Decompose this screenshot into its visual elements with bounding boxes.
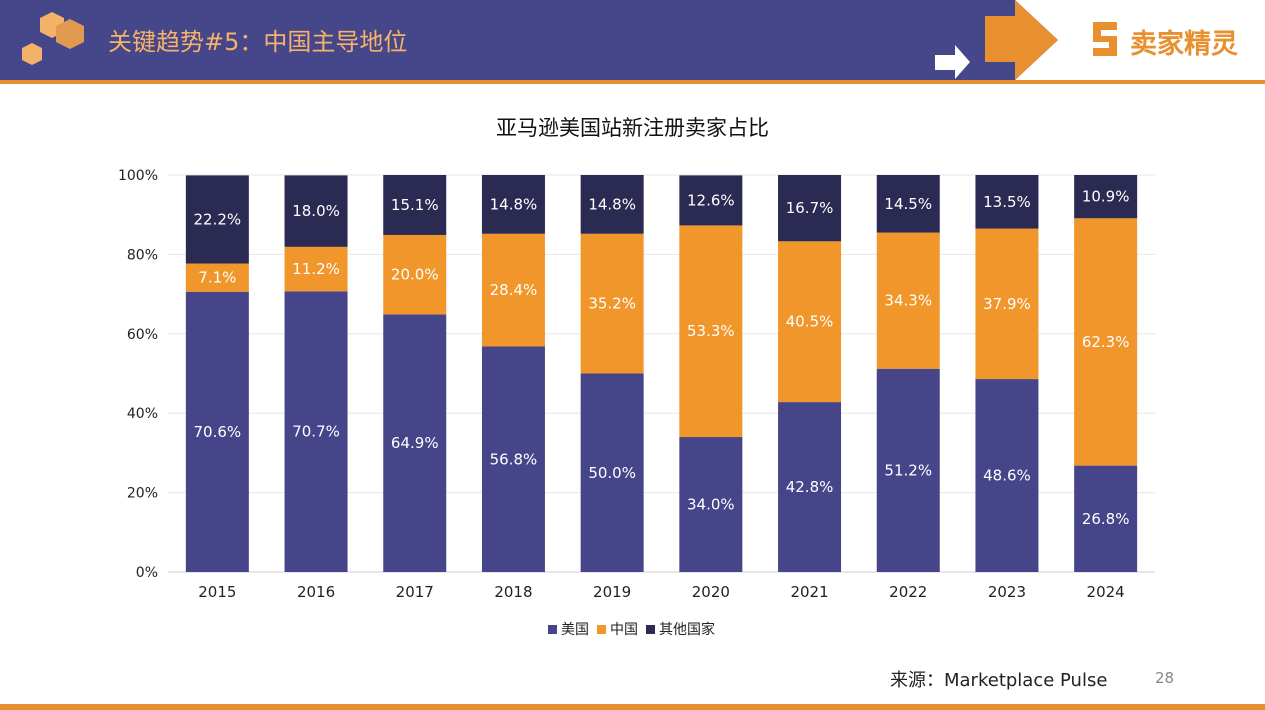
data-label: 18.0%: [292, 202, 340, 220]
bar-segment-美国: [876, 368, 940, 572]
x-tick-label: 2020: [692, 583, 730, 601]
bar-segment-美国: [1074, 465, 1138, 572]
data-label: 50.0%: [588, 464, 636, 482]
data-label: 12.6%: [687, 191, 735, 209]
y-tick-label: 80%: [127, 247, 158, 263]
bar-segment-其他国家: [876, 175, 940, 233]
legend-item-china: 中国: [597, 619, 638, 639]
data-label: 34.0%: [687, 496, 735, 514]
header-white-panel: [1015, 0, 1265, 80]
bar-segment-中国: [383, 234, 447, 315]
data-label: 20.0%: [391, 266, 439, 284]
x-tick-label: 2023: [988, 583, 1026, 601]
bar-segment-中国: [679, 225, 743, 438]
bar-segment-美国: [481, 346, 545, 572]
bar-segment-中国: [284, 246, 348, 292]
header-divider: [0, 80, 1265, 84]
x-tick-label: 2019: [593, 583, 631, 601]
data-label: 34.3%: [884, 292, 932, 310]
bar-segment-其他国家: [679, 175, 743, 226]
data-label: 14.8%: [588, 195, 636, 213]
y-tick-label: 60%: [127, 327, 158, 343]
bar-segment-其他国家: [1074, 175, 1138, 219]
y-tick-label: 20%: [127, 486, 158, 502]
data-label: 62.3%: [1082, 333, 1130, 351]
data-label: 26.8%: [1082, 510, 1130, 528]
data-label: 15.1%: [391, 196, 439, 214]
data-label: 7.1%: [198, 269, 236, 287]
logo-icon: [1093, 22, 1117, 56]
bar-segment-其他国家: [580, 175, 644, 234]
source-note: 来源：Marketplace Pulse: [890, 670, 1108, 691]
data-label: 22.2%: [194, 210, 242, 228]
bar-segment-美国: [383, 314, 447, 572]
y-tick-label: 100%: [118, 168, 158, 184]
y-tick-label: 0%: [136, 565, 158, 581]
data-label: 70.6%: [194, 423, 242, 441]
bar-segment-中国: [876, 232, 940, 369]
data-label: 14.5%: [884, 195, 932, 213]
data-label: 70.7%: [292, 423, 340, 441]
x-tick-label: 2017: [396, 583, 434, 601]
bar-segment-中国: [481, 233, 545, 347]
bar-segment-美国: [284, 291, 348, 572]
legend-item-other: 其他国家: [646, 619, 715, 639]
y-tick-label: 40%: [127, 406, 158, 422]
data-label: 53.3%: [687, 322, 735, 340]
footer-divider: [0, 704, 1265, 710]
bar-segment-中国: [975, 228, 1039, 380]
page-number: 28: [1155, 669, 1175, 687]
data-label: 14.8%: [490, 195, 538, 213]
bar-segment-其他国家: [185, 175, 249, 264]
data-label: 42.8%: [786, 478, 834, 496]
x-tick-label: 2022: [889, 583, 927, 601]
data-label: 11.2%: [292, 260, 340, 278]
x-tick-label: 2016: [297, 583, 335, 601]
x-tick-label: 2018: [494, 583, 532, 601]
bar-segment-美国: [679, 437, 743, 572]
logo: 卖家精灵: [1130, 29, 1238, 60]
bar-segment-中国: [1074, 218, 1138, 466]
bar-segment-美国: [778, 402, 842, 572]
data-label: 56.8%: [490, 450, 538, 468]
bar-segment-其他国家: [778, 175, 842, 242]
x-tick-label: 2021: [790, 583, 828, 601]
bar-segment-美国: [975, 379, 1039, 572]
data-label: 13.5%: [983, 193, 1031, 211]
data-label: 48.6%: [983, 467, 1031, 485]
data-label: 10.9%: [1082, 188, 1130, 206]
bar-segment-其他国家: [284, 175, 348, 247]
legend: 美国 中国 其他国家: [548, 619, 715, 639]
header-decor: [22, 0, 1265, 80]
x-tick-label: 2015: [198, 583, 236, 601]
data-label: 28.4%: [490, 281, 538, 299]
bar-segment-中国: [778, 241, 842, 403]
data-label: 51.2%: [884, 461, 932, 479]
bar-segment-美国: [580, 373, 644, 572]
data-label: 64.9%: [391, 434, 439, 452]
slide-title: 关键趋势#5：中国主导地位: [108, 28, 408, 56]
arrow-small-icon: [935, 45, 970, 79]
bar-segment-中国: [185, 263, 249, 292]
bar-segment-其他国家: [975, 175, 1039, 229]
data-label: 40.5%: [786, 313, 834, 331]
bar-segment-其他国家: [383, 175, 447, 235]
data-label: 37.9%: [983, 295, 1031, 313]
bar-segment-中国: [580, 233, 644, 374]
hexagon-icon: [56, 19, 84, 49]
data-label: 35.2%: [588, 295, 636, 313]
data-label: 16.7%: [786, 199, 834, 217]
x-tick-label: 2024: [1087, 583, 1125, 601]
arrow-icon: [985, 0, 1058, 80]
bar-segment-美国: [185, 291, 249, 572]
chart-title: 亚马逊美国站新注册卖家占比: [496, 116, 769, 140]
bar-segment-其他国家: [481, 175, 545, 234]
legend-item-usa: 美国: [548, 619, 589, 639]
hexagon-icon: [22, 43, 42, 65]
